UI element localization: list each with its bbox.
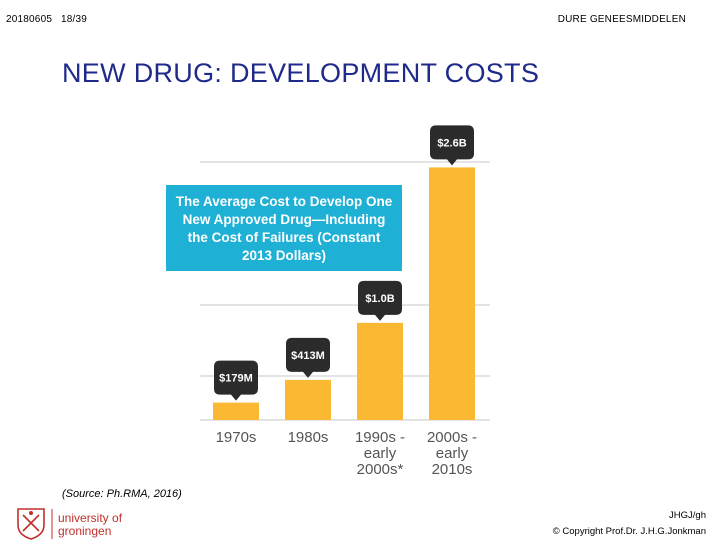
tick-label-4-line-1: 2000s - xyxy=(427,429,477,446)
bar-1 xyxy=(213,402,259,420)
header-date-page: 20180605 18/39 xyxy=(6,14,87,25)
logo-line-2: groningen xyxy=(58,524,111,538)
callout-line-2: New Approved Drug—Including xyxy=(182,212,386,227)
bar-3 xyxy=(357,322,403,420)
callout-line-3: the Cost of Failures (Constant xyxy=(187,230,381,245)
bar-2 xyxy=(285,379,331,420)
header-section: DURE GENEESMIDDELEN xyxy=(557,14,686,25)
callout-line-1: The Average Cost to Develop One xyxy=(175,194,393,209)
data-label-4: $2.6B xyxy=(437,137,466,149)
tick-label-2-line-1: 1980s xyxy=(288,429,329,446)
data-label-bubble-4 xyxy=(430,125,474,166)
source-note: (Source: Ph.RMA, 2016) xyxy=(62,488,182,500)
tick-label-4-line-3: 2010s xyxy=(432,461,473,478)
data-label-1: $179M xyxy=(219,373,253,385)
data-label-bubble-1 xyxy=(214,360,258,401)
data-label-bubble-3 xyxy=(358,280,402,321)
callout-line-4: 2013 Dollars) xyxy=(241,248,327,263)
crest-icon xyxy=(17,508,45,540)
logo-line-1: university of xyxy=(58,511,123,525)
data-label-2: $413M xyxy=(291,350,325,362)
footer: JHGJ/gh © Copyright Prof.Dr. J.H.G.Jonkm… xyxy=(553,508,706,540)
tick-label-4-line-2: early xyxy=(436,445,469,462)
tick-label-3-line-2: early xyxy=(364,445,397,462)
header-date: 20180605 xyxy=(6,14,53,25)
tick-label-3-line-1: 1990s - xyxy=(355,429,405,446)
tick-label-1-line-1: 1970s xyxy=(216,429,257,446)
footer-copyright: © Copyright Prof.Dr. J.H.G.Jonkman xyxy=(552,526,706,537)
chart-title-callout: The Average Cost to Develop One New Appr… xyxy=(166,185,402,271)
slide-title: NEW DRUG: DEVELOPMENT COSTS xyxy=(62,58,540,88)
university-logo: university of groningen xyxy=(17,508,123,540)
bar-4 xyxy=(429,167,475,420)
data-label-3: $1.0B xyxy=(365,293,394,305)
header-page-number: 18/39 xyxy=(61,14,88,25)
tick-label-3-line-3: 2000s* xyxy=(357,461,404,478)
footer-author: JHGJ/gh xyxy=(669,510,706,521)
data-label-bubble-2 xyxy=(286,337,330,378)
